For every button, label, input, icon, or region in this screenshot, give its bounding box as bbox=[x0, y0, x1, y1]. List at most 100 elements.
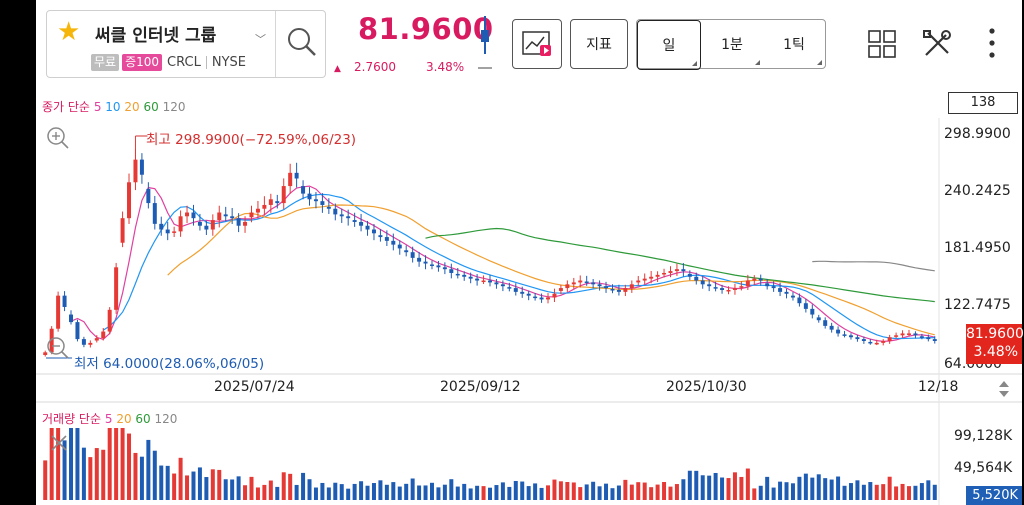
volume-bar bbox=[429, 482, 434, 500]
tools-icon[interactable] bbox=[922, 29, 952, 59]
free-badge: 무료 bbox=[91, 53, 120, 71]
candle-body bbox=[281, 186, 286, 204]
candle-body bbox=[926, 337, 931, 340]
separator bbox=[205, 55, 207, 69]
candle-body bbox=[423, 261, 428, 264]
volume-bar bbox=[333, 482, 338, 500]
volume-bar bbox=[475, 485, 480, 500]
candle-body bbox=[384, 237, 389, 241]
volume-bar bbox=[861, 484, 866, 500]
candle-body bbox=[610, 289, 615, 291]
volume-bar bbox=[404, 483, 409, 500]
candlestick-chart[interactable] bbox=[36, 88, 1022, 505]
volume-bar bbox=[848, 483, 853, 500]
chart-area[interactable]: 종가 단순 5 10 20 60 120 138 bbox=[36, 88, 1024, 505]
volume-bar bbox=[610, 488, 615, 500]
volume-bar bbox=[217, 469, 222, 500]
candle-body bbox=[919, 336, 924, 338]
candle-body bbox=[546, 297, 551, 300]
volume-bar bbox=[539, 487, 544, 500]
volume-bar bbox=[101, 449, 106, 500]
volume-bar bbox=[191, 471, 196, 500]
candle-body bbox=[649, 276, 654, 279]
indicator-button[interactable]: 지표 bbox=[570, 19, 628, 69]
current-price-tag: 81.9600 3.48% bbox=[966, 324, 1024, 364]
favorite-star-icon[interactable]: ★ bbox=[57, 17, 81, 47]
volume-bar bbox=[455, 486, 460, 500]
volume-bar bbox=[868, 482, 873, 500]
stock-name: 써클 인터넷 그룹 bbox=[95, 26, 217, 46]
volume-bar bbox=[578, 487, 583, 500]
stock-selector[interactable]: ★ 써클 인터넷 그룹 ﹀ 무료 증100 CRCL NYSE bbox=[46, 10, 326, 78]
volume-bar bbox=[294, 484, 299, 500]
candle-body bbox=[185, 212, 190, 217]
candle-body bbox=[152, 203, 157, 224]
candle-body bbox=[881, 340, 886, 343]
volume-legend-title: 거래량 단순 bbox=[42, 412, 102, 426]
volume-bar bbox=[410, 478, 415, 500]
candle-body bbox=[352, 220, 357, 222]
volume-bar bbox=[668, 486, 673, 500]
candle-body bbox=[326, 206, 331, 209]
up-arrow-icon: ▲ bbox=[334, 64, 341, 74]
volume-bar bbox=[204, 477, 209, 500]
volume-legend-ma5: 5 bbox=[104, 412, 113, 426]
period-day[interactable]: 일 bbox=[637, 20, 701, 70]
candle-body bbox=[249, 212, 254, 218]
candle-body bbox=[887, 337, 892, 341]
candle-body bbox=[900, 333, 905, 336]
chevron-down-icon[interactable]: ﹀ bbox=[255, 33, 266, 46]
volume-bar bbox=[778, 481, 783, 500]
close-volume-icon[interactable] bbox=[50, 434, 68, 452]
volume-bar bbox=[69, 428, 74, 500]
candle-body bbox=[475, 278, 480, 281]
volume-bar bbox=[139, 456, 144, 500]
volume-bar bbox=[49, 428, 54, 500]
volume-bar bbox=[262, 484, 267, 500]
candle-body bbox=[533, 296, 538, 299]
volume-legend-ma60: 60 bbox=[135, 412, 151, 426]
legend-ma60: 60 bbox=[143, 100, 159, 114]
x-tick-1: 2025/07/24 bbox=[214, 379, 295, 395]
candle-body bbox=[720, 288, 725, 290]
volume-bar bbox=[449, 479, 454, 500]
more-vertical-icon[interactable] bbox=[988, 27, 996, 59]
zoom-in-icon[interactable] bbox=[46, 126, 70, 150]
legend-ma10: 10 bbox=[105, 100, 121, 114]
period-1min[interactable]: 1분 bbox=[701, 20, 763, 68]
search-icon[interactable] bbox=[285, 25, 319, 59]
candle-body bbox=[365, 225, 370, 230]
current-price-tag-value: 81.9600 bbox=[966, 326, 1024, 342]
period-1tick[interactable]: 1틱 bbox=[763, 20, 825, 68]
volume-bar bbox=[874, 484, 879, 500]
volume-bar bbox=[739, 476, 744, 500]
scroll-updown-icon[interactable] bbox=[998, 380, 1010, 398]
ma-line-10 bbox=[102, 193, 935, 340]
candle-body bbox=[288, 172, 293, 187]
candle-body bbox=[120, 218, 125, 243]
candle-body bbox=[223, 214, 228, 217]
divider bbox=[275, 11, 276, 77]
volume-bar bbox=[771, 487, 776, 500]
candle-body bbox=[752, 278, 757, 281]
current-price: 81.9600 bbox=[358, 12, 494, 46]
volume-bar bbox=[178, 457, 183, 500]
exchange-label: NYSE bbox=[211, 54, 246, 70]
candle-body bbox=[874, 342, 879, 345]
candle-body bbox=[217, 212, 222, 221]
layout-grid-icon[interactable] bbox=[868, 30, 896, 58]
candle-body bbox=[127, 182, 132, 219]
volume-bar bbox=[900, 483, 905, 500]
margin-badge: 증100 bbox=[122, 53, 163, 71]
candle-body bbox=[455, 273, 460, 276]
candle-body bbox=[56, 295, 61, 329]
chart-type-button[interactable] bbox=[512, 19, 562, 69]
volume-bar bbox=[790, 483, 795, 500]
volume-bar bbox=[649, 487, 654, 500]
zoom-out-icon[interactable] bbox=[46, 336, 70, 360]
price-ma-legend: 종가 단순 5 10 20 60 120 bbox=[42, 98, 186, 115]
x-tick-3: 2025/10/30 bbox=[666, 379, 747, 395]
visible-count-box[interactable]: 138 bbox=[948, 92, 1018, 114]
volume-bar bbox=[836, 476, 841, 500]
candle-body bbox=[552, 293, 557, 298]
